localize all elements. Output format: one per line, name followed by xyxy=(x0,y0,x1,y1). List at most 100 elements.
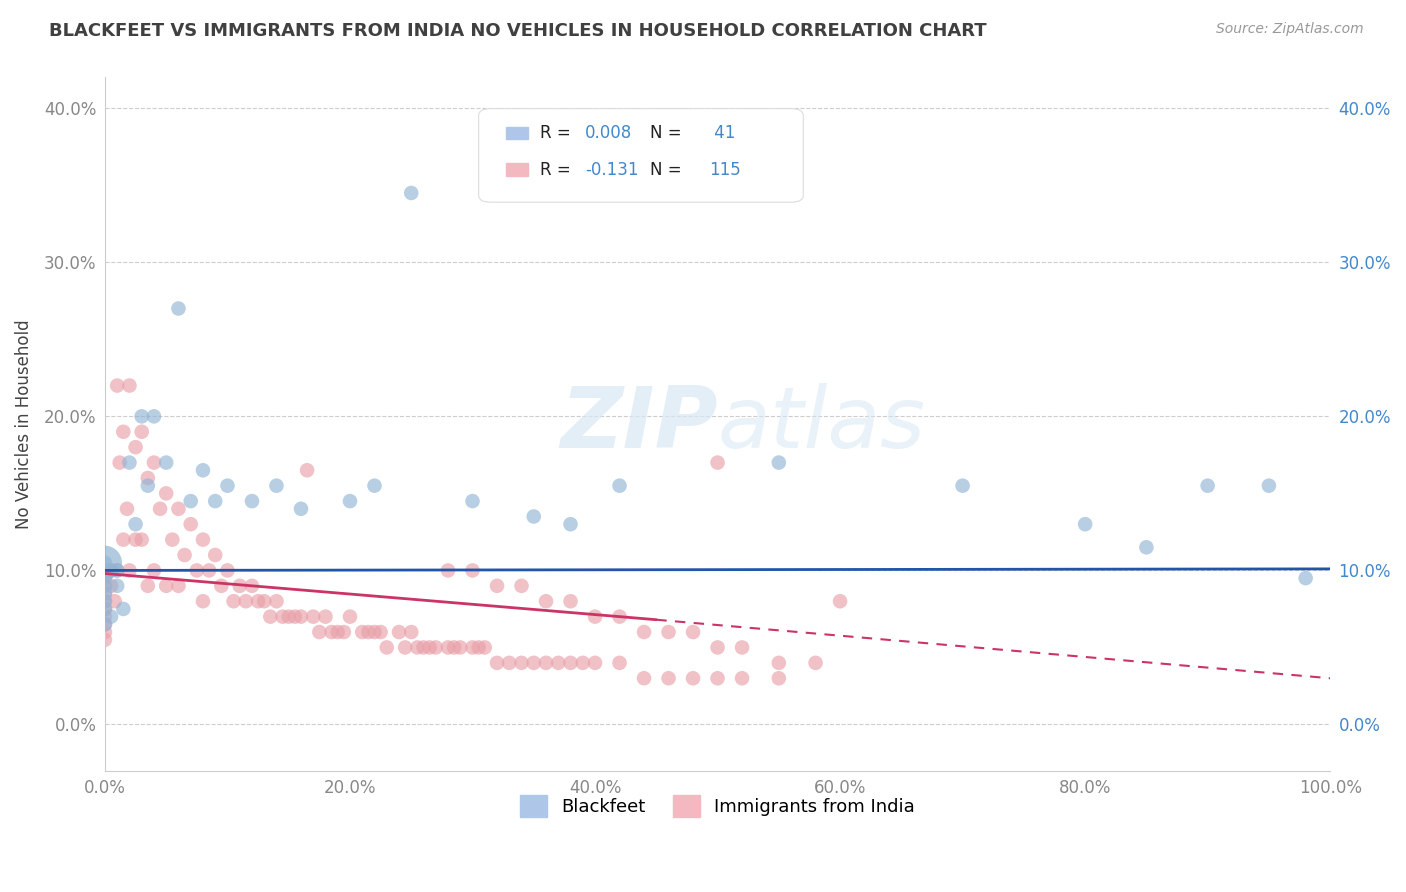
Point xyxy=(100,579,122,593)
Point xyxy=(706,671,728,685)
Point xyxy=(104,594,127,608)
Point xyxy=(399,186,422,200)
Point xyxy=(222,594,245,608)
Point xyxy=(217,563,239,577)
Point xyxy=(142,409,165,424)
Point xyxy=(467,640,489,655)
Point xyxy=(131,425,153,439)
Text: Source: ZipAtlas.com: Source: ZipAtlas.com xyxy=(1216,22,1364,37)
Point xyxy=(186,563,208,577)
Point xyxy=(682,625,704,640)
Point xyxy=(180,494,202,508)
Point xyxy=(167,501,190,516)
Point xyxy=(399,625,422,640)
Point xyxy=(112,533,135,547)
Point xyxy=(131,533,153,547)
Point xyxy=(167,301,190,316)
Point xyxy=(118,456,141,470)
Point xyxy=(94,563,117,577)
FancyBboxPatch shape xyxy=(506,163,527,176)
Point xyxy=(94,602,117,616)
Point xyxy=(240,579,263,593)
Point xyxy=(375,640,398,655)
Point xyxy=(124,517,146,532)
Point xyxy=(142,456,165,470)
Point xyxy=(952,478,974,492)
Point xyxy=(277,609,299,624)
Point xyxy=(534,594,557,608)
Point xyxy=(167,579,190,593)
Text: R =: R = xyxy=(540,124,576,142)
Point xyxy=(290,501,312,516)
Point xyxy=(271,609,294,624)
Point xyxy=(1135,541,1157,555)
Point xyxy=(583,609,606,624)
Point xyxy=(560,656,582,670)
Point xyxy=(419,640,441,655)
Point xyxy=(112,425,135,439)
Point xyxy=(314,609,336,624)
Point xyxy=(94,556,117,570)
Point xyxy=(1074,517,1097,532)
Point xyxy=(290,609,312,624)
Point xyxy=(425,640,447,655)
Point xyxy=(474,640,496,655)
Point xyxy=(1295,571,1317,585)
Point xyxy=(485,656,508,670)
Point xyxy=(308,625,330,640)
Text: -0.131: -0.131 xyxy=(585,161,638,178)
Point xyxy=(155,486,177,500)
Point xyxy=(560,517,582,532)
Point xyxy=(560,594,582,608)
Point xyxy=(259,609,281,624)
Point xyxy=(124,533,146,547)
Point xyxy=(363,478,385,492)
Point xyxy=(94,571,117,585)
Point xyxy=(706,456,728,470)
Point xyxy=(253,594,276,608)
Point xyxy=(609,656,631,670)
Text: ZIP: ZIP xyxy=(560,383,717,466)
Point xyxy=(768,656,790,670)
Point xyxy=(124,440,146,454)
Point xyxy=(449,640,471,655)
Point xyxy=(191,463,214,477)
Point xyxy=(136,579,159,593)
Point xyxy=(412,640,434,655)
Point xyxy=(321,625,343,640)
Point xyxy=(804,656,827,670)
Point xyxy=(461,640,484,655)
Point xyxy=(461,494,484,508)
Point xyxy=(357,625,380,640)
Point xyxy=(498,656,520,670)
Point xyxy=(388,625,411,640)
Point xyxy=(94,632,117,647)
Point xyxy=(180,517,202,532)
Point xyxy=(209,579,232,593)
Point xyxy=(118,378,141,392)
Legend: Blackfeet, Immigrants from India: Blackfeet, Immigrants from India xyxy=(513,788,922,824)
Point xyxy=(333,625,356,640)
Point xyxy=(162,533,184,547)
Point xyxy=(105,563,128,577)
Point xyxy=(768,456,790,470)
Point xyxy=(131,409,153,424)
FancyBboxPatch shape xyxy=(506,127,527,139)
Point xyxy=(94,579,117,593)
Point xyxy=(115,501,138,516)
Point xyxy=(149,501,172,516)
Point xyxy=(94,579,117,593)
Point xyxy=(510,579,533,593)
Point xyxy=(657,625,679,640)
Point xyxy=(534,656,557,670)
Text: 41: 41 xyxy=(709,124,735,142)
Point xyxy=(155,579,177,593)
Point xyxy=(100,563,122,577)
Point xyxy=(240,494,263,508)
Point xyxy=(731,640,754,655)
Point xyxy=(523,656,546,670)
Point xyxy=(94,625,117,640)
Point xyxy=(173,548,195,562)
Point xyxy=(105,579,128,593)
Point xyxy=(108,456,131,470)
